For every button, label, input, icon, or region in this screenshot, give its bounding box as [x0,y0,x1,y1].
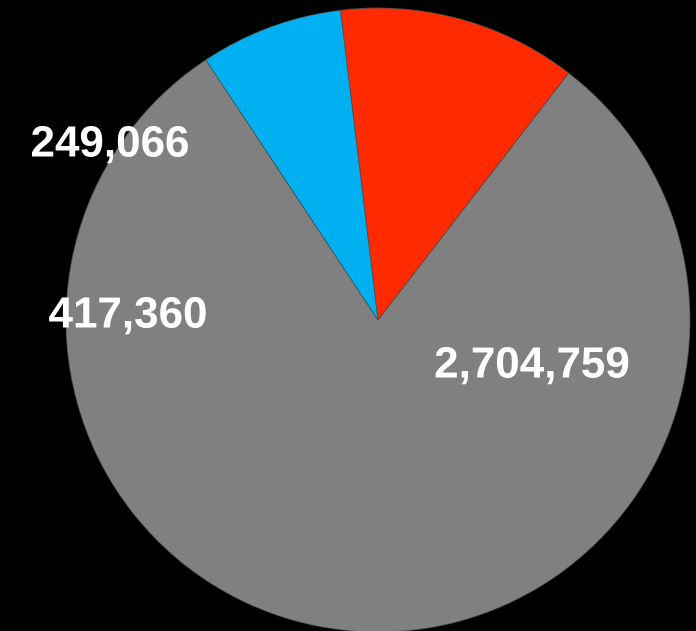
pie-slice [340,7,570,322]
pie-data-labels: 2,704,759 417,360 249,066 [30,118,629,388]
pie-slices [65,7,691,631]
pie-slice-label: 417,360 [48,289,207,338]
pie-slice [205,9,379,321]
pie-slice-label: 2,704,759 [434,339,630,388]
pie-slice-label: 249,066 [30,118,189,167]
pie-slice [65,59,691,631]
